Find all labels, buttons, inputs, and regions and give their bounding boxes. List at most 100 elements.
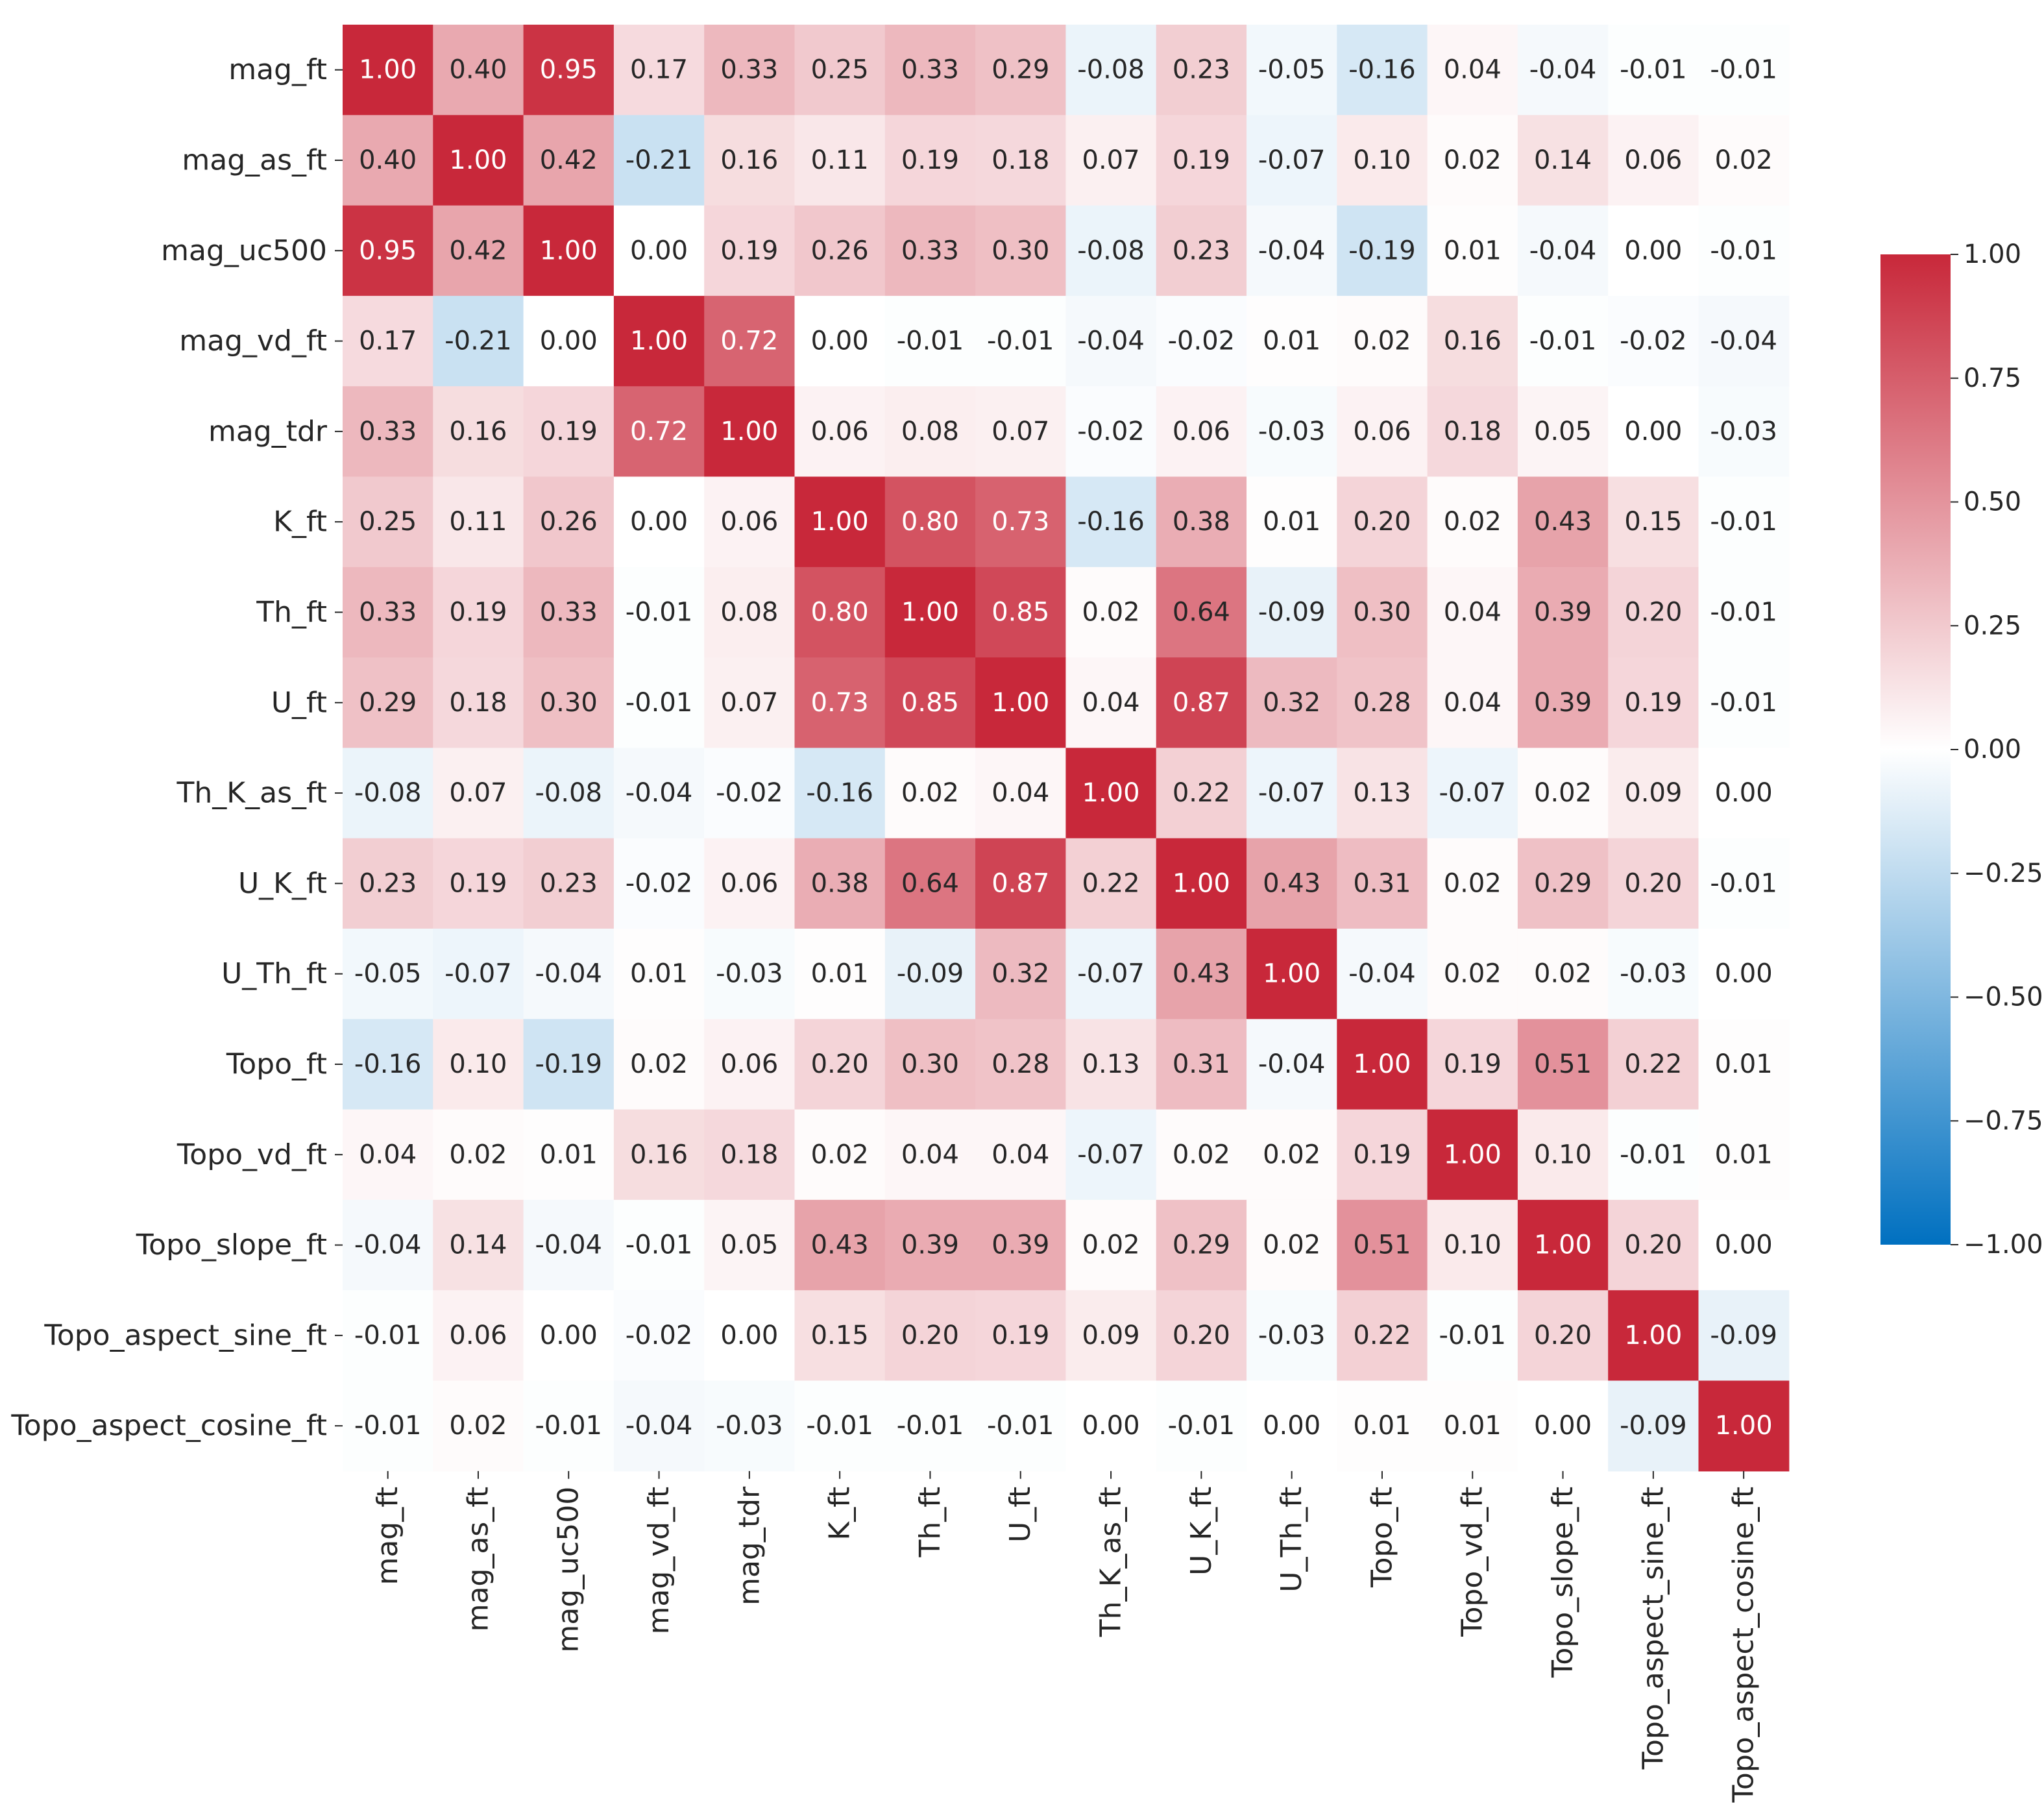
heatmap-cell [1698,1199,1790,1291]
y-tick-label: Topo_vd_ft [176,1138,327,1171]
cell-value-label: -0.07 [1077,1140,1145,1169]
heatmap-cell [433,748,524,839]
cell-value-label: 0.04 [1082,688,1140,718]
cell-value-label: 0.18 [720,1140,778,1169]
heatmap-cell [1337,929,1428,1019]
cell-value-label: 0.20 [1624,1230,1682,1260]
cell-value-label: 0.72 [630,417,688,446]
cell-value-label: 0.15 [1624,507,1682,537]
heatmap-cell [975,476,1066,568]
heatmap-cell [884,1199,976,1291]
cell-value-label: -0.04 [535,1230,603,1260]
cell-value-label: 0.28 [1353,688,1411,718]
x-tick-label: mag_uc500 [552,1487,585,1653]
heatmap-cell [884,748,976,839]
heatmap-cell [1427,1109,1518,1201]
cell-value-label: -0.01 [626,688,693,718]
heatmap-cell [794,929,886,1019]
cell-value-label: 0.02 [811,1140,869,1169]
heatmap-cell [1517,1380,1609,1472]
cell-value-label: 0.23 [1173,236,1230,265]
heatmap-cell [794,838,886,929]
cell-value-label: -0.03 [1258,417,1326,446]
heatmap-cell [523,1380,614,1472]
cell-value-label: 0.22 [1082,868,1140,898]
cell-value-label: 0.02 [1534,778,1592,808]
heatmap-cell [1698,205,1790,297]
cell-value-label: 0.19 [1444,1049,1502,1079]
cell-value-label: 0.42 [540,145,598,175]
heatmap-cell [1427,838,1518,929]
cell-value-label: 0.64 [901,868,959,898]
cell-value-label: 0.10 [1353,145,1411,175]
heatmap-cell [1156,1109,1247,1201]
cell-value-label: 0.18 [1444,417,1502,446]
heatmap-cell [1517,1290,1609,1382]
cell-value-label: 0.02 [1263,1230,1320,1260]
cell-value-label: 0.30 [1353,597,1411,627]
heatmap-cell [1065,205,1157,297]
cell-value-label: 0.02 [1353,326,1411,356]
heatmap-cell [794,1199,886,1291]
heatmap-cell [613,25,705,116]
heatmap-cell [1608,838,1699,929]
x-tick-label: Topo_aspect_sine_ft [1636,1487,1670,1770]
heatmap-cell [704,748,796,839]
heatmap-cell [433,1109,524,1201]
cell-value-label: 0.31 [1173,1049,1230,1079]
heatmap-cell [794,1290,886,1382]
heatmap-cell [1698,1109,1790,1201]
x-tick-label: mag_vd_ft [642,1487,675,1635]
x-tick-label: U_Th_ft [1275,1487,1308,1593]
heatmap-cell [975,25,1066,116]
cell-value-label: -0.09 [1710,1321,1777,1350]
cell-value-label: 0.00 [811,326,869,356]
y-tick-label: mag_uc500 [161,234,327,267]
cell-value-label: 0.32 [1263,688,1320,718]
cell-value-label: 0.02 [1082,1230,1140,1260]
cell-value-label: 0.01 [540,1140,598,1169]
y-tick-label: U_K_ft [238,867,327,900]
cell-value-label: 1.00 [1624,1321,1682,1350]
cell-value-label: 0.00 [630,236,688,265]
cell-value-label: -0.07 [1258,145,1326,175]
heatmap-cell [1156,115,1247,206]
heatmap-cell [704,657,796,748]
cell-value-label: -0.01 [354,1321,422,1350]
heatmap-cell [433,567,524,658]
heatmap-cell [1247,657,1337,748]
heatmap-cell [1247,476,1337,568]
cell-value-label: 0.00 [1263,1411,1320,1441]
heatmap-cell [1337,1290,1428,1382]
heatmap-cell [523,838,614,929]
cell-value-label: 0.04 [901,1140,959,1169]
heatmap-cell [884,838,976,929]
heatmap-cell [613,1290,705,1382]
heatmap-cell [1517,205,1609,297]
heatmap-cell [704,476,796,568]
y-tick-label: Topo_slope_ft [136,1228,327,1262]
heatmap-cell [1698,929,1790,1019]
heatmap-cell [523,929,614,1019]
cell-value-label: -0.07 [1077,959,1145,989]
x-tick-label: Topo_ft [1365,1487,1398,1588]
heatmap-cell [343,748,433,839]
heatmap-cell [1427,476,1518,568]
heatmap-cell [884,657,976,748]
heatmap-cell [975,1019,1066,1110]
heatmap-cell [433,205,524,297]
heatmap-cell [704,115,796,206]
colorbar-tick-label: 1.00 [1964,239,2021,269]
heatmap-cell [1337,1109,1428,1201]
heatmap-cell [1065,929,1157,1019]
heatmap-cell [1427,1380,1518,1472]
cell-value-label: -0.01 [1168,1411,1235,1441]
x-tick-label: Topo_slope_ft [1546,1487,1579,1678]
cell-value-label: -0.01 [1710,597,1777,627]
heatmap-cell [1517,657,1609,748]
heatmap-annotations: 1.00 0.40 0.95 0.17 0.33 0.25 0.33 0.29 -0.08 0.2… [354,55,1777,1441]
heatmap-cell [794,476,886,568]
heatmap-cell [1065,1199,1157,1291]
cell-value-label: -0.05 [1258,55,1326,85]
